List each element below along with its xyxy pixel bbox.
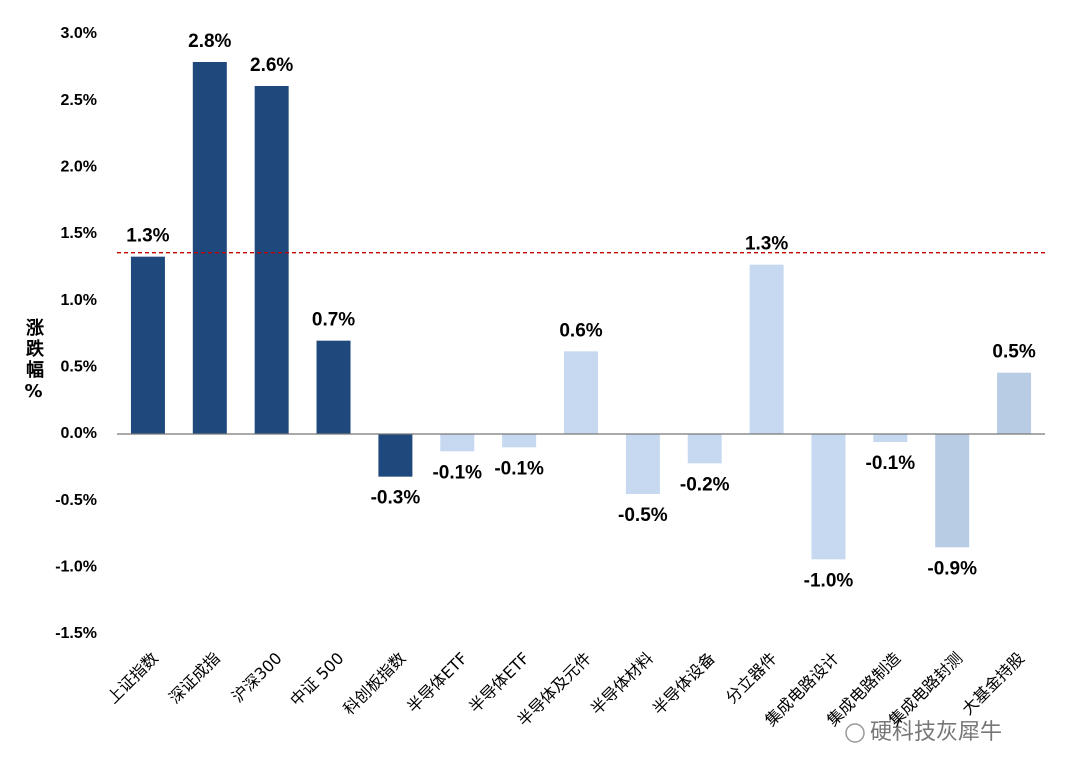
- y-tick-label: -1.0%: [55, 559, 97, 576]
- value-label: -0.3%: [371, 488, 421, 509]
- x-tick-label: 沪深300: [228, 649, 286, 707]
- value-label: -0.5%: [618, 505, 668, 526]
- value-label: 1.3%: [745, 234, 788, 255]
- x-tick-label: 分立器件: [722, 649, 781, 708]
- watermark: 硬科技灰犀牛: [870, 720, 1002, 745]
- x-tick-label: 上证指数: [103, 649, 162, 708]
- y-tick-label: 3.0%: [61, 25, 97, 42]
- x-tick-label: 半导体设备: [649, 649, 719, 719]
- y-tick-label: 0.0%: [61, 425, 97, 442]
- x-tick-label: 科创板指数: [339, 649, 409, 719]
- bar: [811, 434, 846, 560]
- value-label: 2.6%: [250, 55, 293, 76]
- bar: [749, 264, 784, 434]
- bar: [502, 434, 537, 448]
- value-label: -1.0%: [804, 570, 854, 591]
- value-label: -0.9%: [927, 558, 977, 579]
- value-label: -0.1%: [866, 453, 916, 474]
- bar: [935, 434, 970, 548]
- bar: [873, 434, 908, 442]
- x-tick-label: 中证 500: [286, 649, 347, 710]
- y-tick-label: 1.5%: [61, 225, 97, 242]
- value-label: 2.8%: [188, 31, 231, 52]
- bar: [254, 86, 289, 434]
- bar: [440, 434, 475, 452]
- y-tick-label: 0.5%: [61, 359, 97, 376]
- y-tick-label: 2.0%: [61, 159, 97, 176]
- bar: [564, 351, 598, 434]
- value-label: -0.2%: [680, 474, 730, 495]
- bar: [378, 434, 413, 477]
- y-tick-label: -1.5%: [55, 625, 97, 642]
- bar: [625, 434, 660, 494]
- bar: [687, 434, 722, 464]
- y-axis-label: 涨跌幅%: [23, 318, 44, 405]
- value-label: 0.7%: [312, 310, 355, 331]
- value-label: 0.6%: [559, 320, 602, 341]
- x-tick-label: 大基金持股: [958, 649, 1028, 719]
- x-tick-label: 深证成指: [165, 649, 224, 708]
- x-tick-label: 半导体ETF: [403, 649, 471, 717]
- bar: [192, 62, 227, 434]
- y-tick-label: 2.5%: [61, 92, 97, 109]
- value-label: -0.1%: [494, 458, 544, 479]
- y-tick-label: -0.5%: [55, 492, 97, 509]
- value-label: -0.1%: [432, 462, 482, 483]
- value-label: 1.3%: [126, 226, 169, 247]
- value-label: 0.5%: [992, 342, 1035, 363]
- bar: [316, 340, 351, 434]
- bar: [997, 372, 1032, 434]
- x-tick-label: 半导体材料: [587, 649, 657, 719]
- watermark-icon: [845, 723, 865, 743]
- bar: [130, 256, 165, 434]
- y-tick-label: 1.0%: [61, 292, 97, 309]
